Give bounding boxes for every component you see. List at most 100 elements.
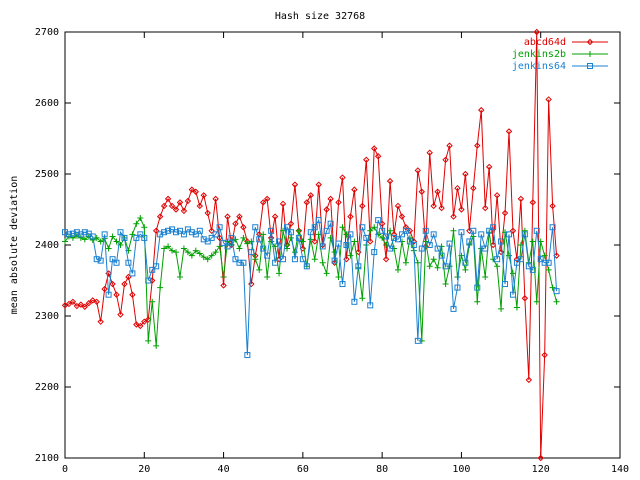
x-tick-label: 80 (376, 464, 388, 475)
data-point (517, 195, 525, 203)
data-point (224, 243, 231, 250)
data-point (363, 156, 370, 164)
data-point (256, 266, 263, 273)
data-point (236, 245, 243, 252)
data-point (442, 156, 449, 164)
data-point (196, 202, 203, 210)
data-point (391, 234, 398, 241)
data-point (279, 200, 287, 208)
data-point (414, 259, 421, 266)
data-point (379, 234, 386, 241)
data-point (216, 224, 223, 231)
data-point (212, 231, 219, 238)
data-point (291, 256, 298, 263)
data-point (149, 298, 156, 305)
data-point (430, 256, 437, 263)
data-point (137, 215, 144, 222)
data-point (323, 227, 330, 234)
data-point (77, 234, 84, 241)
data-point (414, 337, 421, 344)
data-point (339, 224, 346, 231)
data-point (184, 197, 192, 205)
data-point (228, 242, 235, 248)
data-point (176, 199, 184, 206)
data-point (549, 224, 556, 231)
data-point (351, 238, 358, 245)
data-point (272, 259, 279, 266)
data-point (359, 295, 366, 302)
data-point (81, 229, 88, 236)
data-point (145, 337, 152, 344)
data-point (545, 259, 552, 266)
data-point (299, 238, 306, 245)
data-point (347, 252, 354, 259)
data-point (291, 181, 299, 188)
data-point (311, 224, 318, 231)
data-point (65, 231, 72, 238)
x-tick-label: 100 (452, 464, 470, 475)
data-point (474, 298, 481, 305)
data-point (244, 352, 251, 359)
data-point (347, 213, 354, 220)
data-point (347, 231, 354, 238)
data-point (284, 224, 290, 231)
data-point (327, 195, 334, 203)
data-point (220, 273, 227, 280)
data-point (339, 174, 346, 181)
data-point (129, 231, 136, 238)
data-point (141, 224, 148, 231)
data-point (311, 256, 318, 263)
data-point (458, 206, 465, 213)
data-point (541, 351, 548, 359)
data-point (426, 149, 433, 156)
data-point (291, 249, 298, 256)
data-point (173, 249, 179, 256)
data-point (153, 342, 160, 349)
data-point (490, 256, 497, 263)
data-point (268, 227, 275, 234)
data-point (204, 209, 211, 217)
data-point (133, 321, 140, 328)
data-point (553, 298, 560, 305)
data-point (391, 245, 398, 252)
data-point (343, 231, 350, 238)
data-point (303, 199, 311, 206)
data-point (93, 298, 100, 306)
data-point (188, 186, 196, 193)
data-point (359, 224, 366, 231)
data-point (446, 263, 453, 270)
legend-label: jenkins64 (512, 61, 566, 72)
data-point (371, 249, 378, 256)
data-point (501, 209, 509, 217)
data-point (335, 273, 342, 280)
data-point (470, 184, 477, 192)
data-point (394, 202, 402, 210)
data-point (383, 233, 390, 240)
data-point (204, 256, 211, 263)
data-point (129, 270, 136, 277)
data-point (85, 300, 92, 307)
data-point (387, 227, 394, 234)
data-point (240, 259, 247, 266)
data-point (89, 233, 96, 240)
data-point (129, 291, 136, 298)
data-point (69, 298, 77, 306)
data-point (263, 195, 271, 203)
data-point (506, 231, 512, 238)
data-point (474, 142, 481, 149)
data-point (387, 245, 394, 252)
data-point (109, 233, 116, 240)
data-point (541, 259, 548, 266)
data-point (295, 227, 302, 234)
data-point (426, 263, 433, 270)
data-point (165, 227, 172, 234)
data-point (160, 202, 168, 210)
data-point (482, 245, 489, 252)
data-point (97, 238, 104, 245)
data-point (256, 236, 263, 243)
data-point (355, 263, 362, 270)
data-point (529, 266, 536, 273)
data-point (196, 250, 203, 257)
data-point (152, 227, 160, 235)
data-point (157, 284, 164, 291)
